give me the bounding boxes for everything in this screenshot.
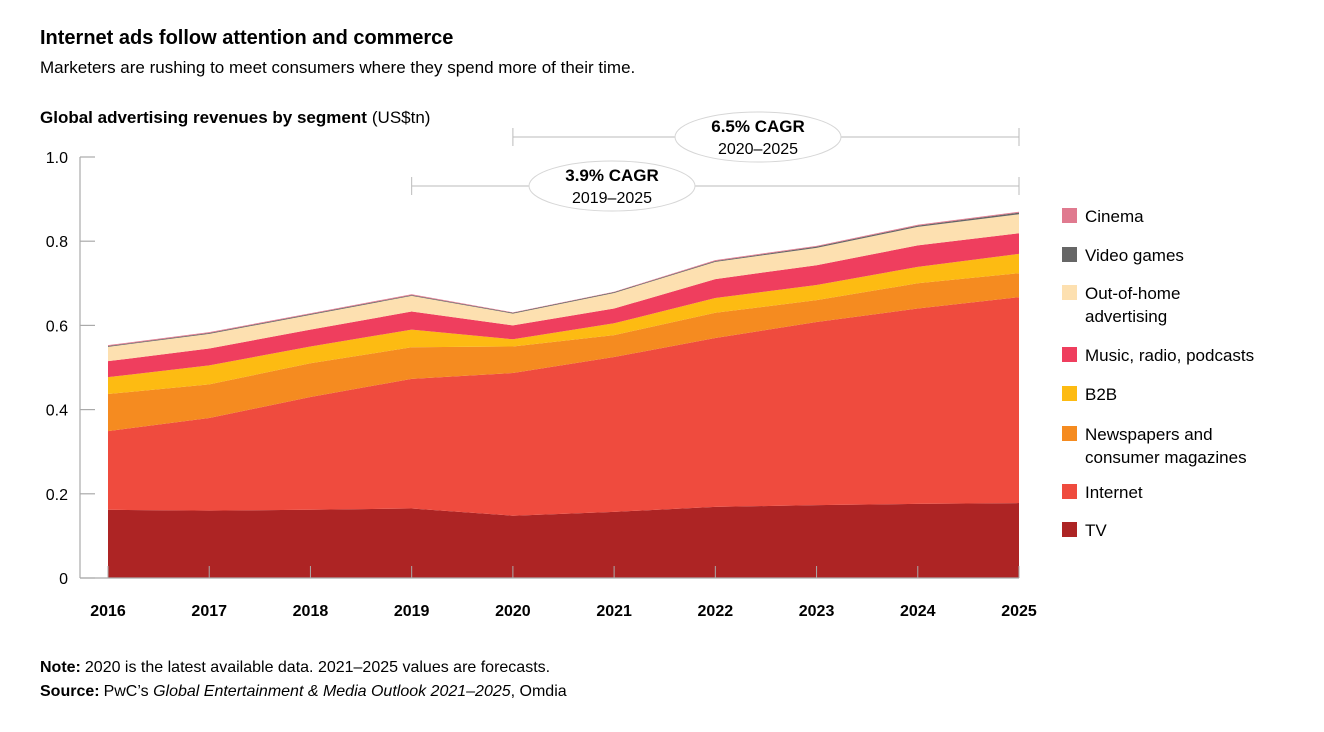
legend-item: Cinema [1062,207,1144,226]
x-tick-label: 2017 [191,603,227,620]
cagr-period: 2019–2025 [572,190,652,207]
cagr-bubble [528,160,696,212]
x-tick-label: 2021 [596,603,632,620]
x-tick-label: 2016 [90,603,126,620]
note-text: 2020 is the latest available data. 2021–… [85,659,550,676]
y-tick-label: 0.2 [46,487,68,504]
x-tick-label: 2022 [698,603,734,620]
area-music-radio-podcasts [108,233,1019,378]
x-tick-label: 2023 [799,603,835,620]
legend-swatch [1062,247,1077,262]
x-tick-label: 2018 [293,603,329,620]
y-tick-label: 0.6 [46,318,68,335]
legend-label: Cinema [1085,207,1144,226]
legend-swatch [1062,285,1077,300]
source: Source: PwC’s Global Entertainment & Medi… [40,683,567,700]
legend-item: TV [1062,521,1107,540]
source-pre: PwC’s [104,683,154,700]
legend-item: Video games [1062,246,1184,265]
legend-swatch [1062,386,1077,401]
legend-item: B2B [1062,385,1117,404]
chart-label-bold: Global advertising revenues by segment [40,108,367,127]
legend-label: Music, radio, podcasts [1085,346,1254,365]
cagr-period: 2020–2025 [718,141,798,158]
chart-label: Global advertising revenues by segment (U… [40,108,430,127]
legend-label: advertising [1085,307,1167,326]
x-tick-label: 2025 [1001,603,1037,620]
x-tick-label: 2020 [495,603,531,620]
legend-item: Out-of-home advertising [1062,284,1180,326]
source-label: Source: [40,683,100,700]
legend-label: Video games [1085,246,1184,265]
legend-swatch [1062,522,1077,537]
x-tick-label: 2019 [394,603,430,620]
legend-label: consumer magazines [1085,448,1247,467]
cagr-label: 6.5% CAGR [711,117,805,136]
y-tick-label: 0.8 [46,234,68,251]
chart-title: Internet ads follow attention and commer… [40,27,453,49]
legend-swatch [1062,484,1077,499]
note: Note: 2020 is the latest available data. … [40,659,550,676]
legend-swatch [1062,208,1077,223]
chart-subtitle: Marketers are rushing to meet consumers … [40,58,635,77]
cagr-bubble [674,111,842,163]
area-internet [108,297,1019,516]
legend-label: B2B [1085,385,1117,404]
legend-label: Internet [1085,483,1143,502]
y-tick-label: 1.0 [46,150,68,167]
legend-swatch [1062,347,1077,362]
area-newspapers-and-consumer-magazines [108,273,1019,432]
legend-label: Out-of-home [1085,284,1180,303]
area-out-of-home-advertising [108,214,1019,362]
cagr-label: 3.9% CAGR [565,166,659,185]
y-tick-label: 0 [59,571,68,588]
legend-item: Internet [1062,483,1143,502]
chart-label-unit: (US$tn) [372,108,431,127]
legend-label: TV [1085,521,1107,540]
x-tick-label: 2024 [900,603,936,620]
area-tv [108,503,1019,578]
source-post: , Omdia [511,683,567,700]
legend-swatch [1062,426,1077,441]
y-tick-label: 0.4 [46,403,68,420]
source-title: Global Entertainment & Media Outlook 202… [153,683,511,700]
legend-item: Newspapers and consumer magazines [1062,425,1247,467]
note-label: Note: [40,659,81,676]
legend-item: Music, radio, podcasts [1062,346,1254,365]
area-b-b [108,253,1019,395]
legend-label: Newspapers and [1085,425,1213,444]
